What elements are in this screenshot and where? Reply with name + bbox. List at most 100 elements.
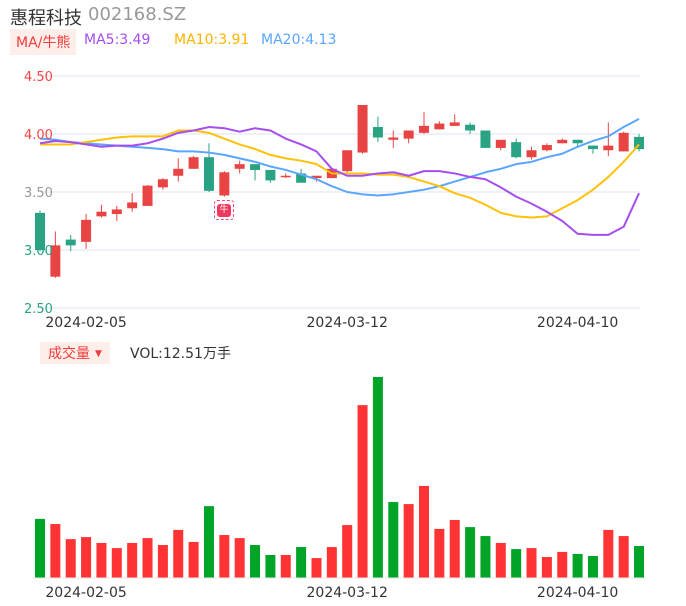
volume-value: VOL:12.51万手: [130, 346, 231, 362]
bull-icon: 牛: [217, 203, 231, 217]
volume-bar: [173, 529, 184, 578]
y-tick-label: 2.50: [24, 302, 53, 317]
candle-body: [480, 130, 491, 148]
volume-bar: [419, 485, 429, 578]
ma10-legend: MA10:3.91: [174, 32, 250, 48]
candle-body: [65, 239, 76, 246]
volume-bar: [81, 537, 92, 578]
candle-body: [219, 172, 230, 196]
candle-body: [572, 139, 583, 144]
volume-bar: [449, 519, 460, 578]
candle-body: [541, 145, 552, 151]
bull-marker[interactable]: 牛: [214, 200, 234, 220]
y-tick-label: 3.50: [24, 186, 53, 201]
candle-body: [388, 137, 399, 140]
volume-bar: [388, 502, 399, 578]
candle-body: [449, 122, 460, 126]
candle-body: [311, 175, 322, 179]
x-tick-label: 2024-04-10: [537, 315, 618, 331]
volume-bar: [142, 538, 153, 578]
volume-bar: [65, 539, 76, 578]
volume-bar: [372, 377, 383, 578]
volume-bar: [434, 528, 445, 578]
volume-bar: [265, 554, 276, 578]
volume-bar: [326, 547, 337, 578]
candle-body: [81, 219, 92, 242]
volume-bar: [311, 558, 322, 578]
x-tick-label: 2024-03-12: [307, 315, 388, 331]
caret-down-icon: ▼: [95, 349, 102, 359]
candle-body: [403, 130, 414, 139]
candle-body: [234, 164, 245, 169]
y-tick-label: 4.00: [24, 128, 53, 143]
candle-body: [526, 150, 537, 158]
volume-indicator-button[interactable]: 成交量 ▼: [40, 342, 110, 364]
candle-body: [419, 125, 429, 133]
x-tick-label: 2024-03-12: [307, 585, 388, 601]
ma10-line: [40, 129, 640, 219]
candle-body: [511, 142, 522, 158]
ma5-line: [39, 126, 640, 236]
ma5-legend: MA5:3.49: [84, 32, 151, 48]
ma20-line: [39, 118, 640, 197]
candle-body: [357, 105, 368, 153]
candle-body: [372, 127, 383, 138]
volume-bar: [157, 545, 168, 578]
volume-bar: [96, 542, 107, 578]
volume-bar: [219, 535, 230, 578]
volume-bar: [634, 546, 645, 578]
candle-body: [342, 150, 353, 172]
ma-indicator-button[interactable]: MA/牛熊: [10, 29, 77, 55]
candle-body: [35, 212, 45, 250]
volume-bar: [50, 524, 61, 578]
candle-body: [557, 139, 568, 144]
volume-bar: [203, 506, 214, 578]
volume-bar: [280, 554, 291, 578]
candle-body: [587, 145, 598, 150]
y-tick-label: 3.00: [24, 244, 53, 259]
stock-name: 惠程科技: [10, 8, 82, 29]
volume-bar: [511, 549, 522, 578]
volume-button-label: 成交量: [48, 346, 90, 362]
volume-bar: [342, 525, 353, 578]
y-tick-label: 4.50: [24, 70, 53, 85]
candle-body: [142, 185, 153, 206]
candle-body: [618, 132, 629, 152]
volume-bar: [526, 548, 537, 578]
volume-bar: [234, 538, 245, 578]
volume-bar: [188, 541, 199, 578]
candle-body: [465, 124, 476, 131]
volume-bar: [480, 536, 491, 578]
candle-body: [127, 202, 138, 209]
volume-bar: [557, 551, 568, 578]
stock-code: 002168.SZ: [88, 4, 187, 25]
candle-body: [296, 173, 307, 183]
candle-body: [203, 157, 214, 191]
volume-bar: [465, 527, 476, 578]
volume-bar: [572, 553, 583, 578]
candle-body: [634, 136, 645, 150]
x-tick-label: 2024-02-05: [45, 315, 126, 331]
candle-body: [495, 139, 506, 148]
volume-bar: [618, 536, 629, 578]
candle-body: [280, 175, 291, 178]
candle-body: [50, 245, 61, 277]
volume-bar: [541, 557, 552, 578]
volume-bar: [111, 548, 122, 578]
candle-body: [96, 211, 107, 217]
candle-body: [265, 169, 276, 181]
candle-body: [157, 179, 168, 188]
candle-body: [173, 168, 184, 176]
volume-bar: [296, 547, 307, 578]
volume-bar: [127, 542, 138, 578]
volume-bar: [403, 504, 414, 578]
x-tick-label: 2024-02-05: [45, 585, 126, 601]
candle-body: [434, 123, 445, 130]
volume-bar: [250, 545, 261, 578]
volume-bar: [35, 518, 45, 578]
candle-body: [188, 157, 199, 169]
volume-bar: [495, 542, 506, 578]
volume-bar: [603, 529, 614, 578]
